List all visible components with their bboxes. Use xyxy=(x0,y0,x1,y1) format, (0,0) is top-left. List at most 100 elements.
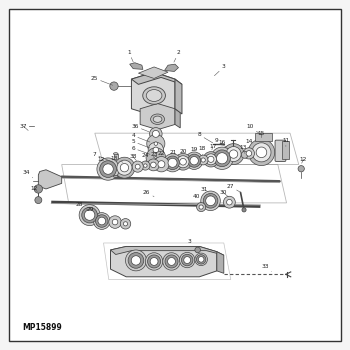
Text: MP15899: MP15899 xyxy=(22,323,62,332)
Circle shape xyxy=(147,159,159,171)
Text: 2: 2 xyxy=(174,50,180,62)
Circle shape xyxy=(217,153,228,164)
Circle shape xyxy=(206,196,216,206)
Text: 1: 1 xyxy=(127,50,133,62)
Polygon shape xyxy=(175,79,182,114)
Circle shape xyxy=(181,254,193,266)
Text: 34: 34 xyxy=(22,170,33,178)
Circle shape xyxy=(226,147,241,162)
Bar xyxy=(114,154,118,176)
Circle shape xyxy=(180,252,195,268)
Circle shape xyxy=(114,157,135,178)
Circle shape xyxy=(163,253,180,270)
Circle shape xyxy=(298,166,304,172)
Text: 6: 6 xyxy=(131,146,150,154)
Circle shape xyxy=(195,247,201,253)
Circle shape xyxy=(203,194,218,208)
Circle shape xyxy=(199,205,203,209)
Text: 21: 21 xyxy=(169,150,177,155)
Circle shape xyxy=(168,258,175,265)
Circle shape xyxy=(177,156,189,168)
Circle shape xyxy=(98,217,106,225)
Text: 7: 7 xyxy=(92,152,113,162)
Circle shape xyxy=(243,148,254,159)
Text: 4: 4 xyxy=(131,133,150,142)
Circle shape xyxy=(149,128,162,140)
Circle shape xyxy=(158,161,165,168)
Circle shape xyxy=(100,161,117,177)
Circle shape xyxy=(203,152,219,167)
Circle shape xyxy=(148,255,161,268)
Circle shape xyxy=(146,148,166,167)
Circle shape xyxy=(97,158,119,180)
Circle shape xyxy=(197,203,206,212)
Polygon shape xyxy=(111,246,217,277)
Text: 40: 40 xyxy=(193,194,201,203)
Bar xyxy=(282,141,289,159)
Circle shape xyxy=(147,134,165,153)
Circle shape xyxy=(242,208,246,212)
Circle shape xyxy=(110,82,118,90)
Circle shape xyxy=(195,253,208,266)
Circle shape xyxy=(241,151,248,158)
Text: 16: 16 xyxy=(218,140,226,146)
Circle shape xyxy=(154,156,169,172)
Text: 33: 33 xyxy=(261,264,272,272)
Circle shape xyxy=(229,150,238,158)
Polygon shape xyxy=(217,252,224,273)
Ellipse shape xyxy=(150,114,164,125)
Polygon shape xyxy=(138,67,168,78)
Circle shape xyxy=(201,158,205,162)
Circle shape xyxy=(165,255,178,268)
Circle shape xyxy=(184,257,191,264)
Ellipse shape xyxy=(113,153,118,155)
Circle shape xyxy=(166,156,179,170)
Circle shape xyxy=(223,144,244,164)
Text: 9: 9 xyxy=(214,138,226,147)
Circle shape xyxy=(188,154,201,167)
Circle shape xyxy=(79,205,100,225)
Circle shape xyxy=(117,160,132,175)
Circle shape xyxy=(252,143,271,162)
Circle shape xyxy=(109,216,121,228)
Circle shape xyxy=(35,197,42,204)
Circle shape xyxy=(205,154,216,165)
Circle shape xyxy=(201,191,220,211)
Circle shape xyxy=(190,156,198,165)
Circle shape xyxy=(131,256,141,265)
Circle shape xyxy=(128,253,144,268)
Text: 24: 24 xyxy=(142,153,149,161)
Circle shape xyxy=(132,161,143,172)
Circle shape xyxy=(135,164,140,169)
Circle shape xyxy=(150,258,158,265)
Circle shape xyxy=(223,196,235,208)
Text: 31: 31 xyxy=(201,187,211,196)
Circle shape xyxy=(198,155,208,165)
Text: 11: 11 xyxy=(282,138,289,146)
Circle shape xyxy=(246,150,252,156)
Polygon shape xyxy=(38,170,62,189)
Circle shape xyxy=(120,163,129,172)
Circle shape xyxy=(152,131,159,137)
Circle shape xyxy=(148,142,163,158)
Circle shape xyxy=(103,164,113,174)
Text: 22: 22 xyxy=(158,151,166,156)
Text: 20: 20 xyxy=(180,149,188,154)
Circle shape xyxy=(124,222,128,226)
Circle shape xyxy=(96,215,108,227)
Text: 23: 23 xyxy=(150,152,158,158)
Text: 25: 25 xyxy=(90,76,113,85)
Circle shape xyxy=(186,152,203,169)
Circle shape xyxy=(153,147,159,153)
Circle shape xyxy=(141,161,150,170)
Polygon shape xyxy=(140,104,175,130)
Circle shape xyxy=(180,159,186,165)
Text: 12: 12 xyxy=(300,157,307,163)
Ellipse shape xyxy=(153,116,162,122)
Circle shape xyxy=(84,210,95,220)
Circle shape xyxy=(198,257,204,262)
Text: 36: 36 xyxy=(131,124,149,132)
Circle shape xyxy=(144,164,147,167)
Circle shape xyxy=(256,147,267,158)
Text: 15: 15 xyxy=(258,131,265,138)
